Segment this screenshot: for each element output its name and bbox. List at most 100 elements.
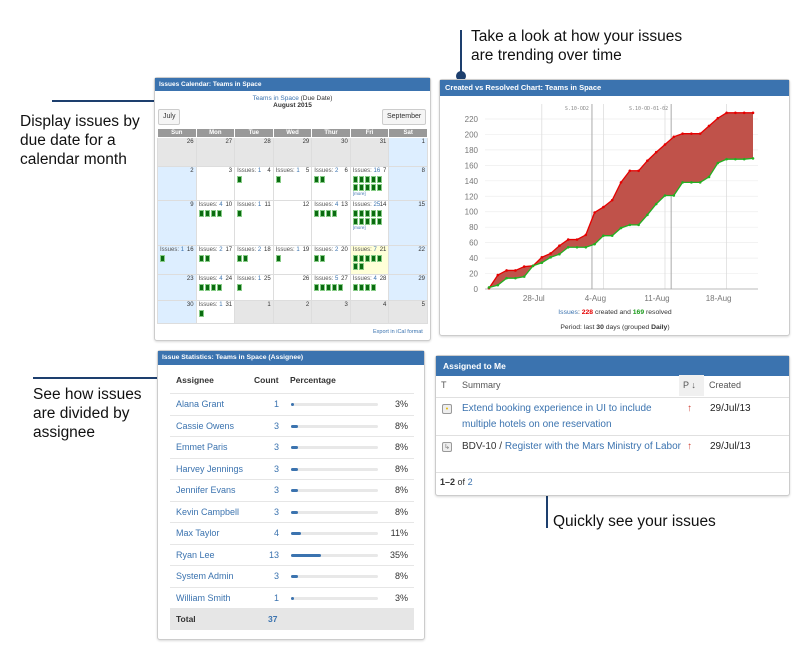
issue-marker[interactable] [314, 210, 320, 217]
issue-marker[interactable] [320, 210, 326, 217]
calendar-day[interactable]: 27 [195, 137, 236, 167]
calendar-day[interactable]: 11 Issues: 1 [234, 200, 274, 246]
calendar-day[interactable]: 21 Issues: 7 [349, 245, 390, 275]
issue-marker[interactable] [352, 284, 358, 291]
assignee-link[interactable]: Jennifer Evans [176, 485, 236, 495]
issue-marker[interactable] [370, 284, 376, 291]
more-link[interactable]: [more] [352, 225, 366, 230]
calendar-day[interactable]: 1 [388, 137, 428, 167]
col-priority[interactable]: P ↓ [679, 375, 704, 396]
count-link[interactable]: 1 [273, 399, 279, 409]
issue-marker[interactable] [364, 255, 370, 262]
issues-count-link[interactable]: 2 [219, 247, 223, 253]
issue-marker[interactable] [358, 184, 364, 191]
calendar-day[interactable]: 30 [157, 300, 197, 324]
issue-marker[interactable] [320, 284, 326, 291]
calendar-day[interactable]: 25 Issues: 1 [234, 274, 274, 301]
issue-marker[interactable] [376, 210, 382, 217]
issue-marker[interactable] [332, 210, 338, 217]
calendar-day[interactable]: 5 [388, 300, 428, 324]
issue-marker[interactable] [352, 218, 358, 225]
issues-count-link[interactable]: 4 [219, 276, 223, 282]
calendar-day[interactable]: 22 [388, 245, 428, 275]
issue-marker[interactable] [376, 218, 382, 225]
issue-marker[interactable] [358, 176, 364, 183]
issue-marker[interactable] [198, 210, 204, 217]
calendar-day[interactable]: 10 Issues: 4 [195, 200, 236, 246]
issue-key-link[interactable]: BDV-10 [462, 441, 497, 452]
issues-count-link[interactable]: 7 [373, 247, 377, 253]
calendar-day[interactable]: 5 Issues: 1 [272, 166, 313, 201]
issue-marker[interactable] [370, 255, 376, 262]
issue-marker[interactable] [370, 210, 376, 217]
issue-marker[interactable] [210, 284, 216, 291]
issue-marker[interactable] [338, 284, 344, 291]
issues-count-link[interactable]: 1 [296, 247, 300, 253]
issues-count-link[interactable]: 2 [334, 168, 339, 174]
calendar-day[interactable]: 29 [388, 274, 428, 301]
count-link[interactable]: 3 [273, 506, 279, 517]
issue-marker[interactable] [364, 184, 370, 191]
count-link[interactable]: 3 [273, 420, 279, 431]
assignee-link[interactable]: Harvey Jennings [176, 463, 244, 474]
issue-marker[interactable] [320, 176, 326, 183]
issue-marker[interactable] [364, 176, 370, 183]
issue-summary-link[interactable]: Register with the Mars Ministry of Labor [504, 441, 681, 452]
count-link[interactable]: 3 [273, 442, 279, 452]
issue-marker[interactable] [237, 210, 243, 217]
issue-marker[interactable] [198, 255, 204, 262]
issues-count-link[interactable]: 2 [257, 247, 262, 253]
issue-marker[interactable] [237, 176, 243, 183]
issues-count-link[interactable]: 16 [373, 168, 381, 174]
calendar-day[interactable]: 24 Issues: 4 [195, 274, 236, 301]
issue-marker[interactable] [364, 284, 370, 291]
col-type[interactable]: T [441, 380, 447, 390]
issue-marker[interactable] [204, 284, 210, 291]
calendar-day[interactable]: 3 [195, 166, 236, 201]
calendar-day[interactable]: 3 [311, 300, 351, 324]
col-created[interactable]: Created [709, 380, 742, 390]
calendar-day[interactable]: 4 Issues: 1 [234, 166, 274, 201]
issue-marker[interactable] [352, 210, 358, 217]
assignee-link[interactable]: System Admin [176, 571, 234, 581]
issue-marker[interactable] [358, 218, 364, 225]
calendar-day[interactable]: 31 [349, 137, 390, 167]
assignee-link[interactable]: Max Taylor [176, 528, 220, 538]
issue-marker[interactable] [358, 255, 364, 262]
assignee-link[interactable]: Emmet Paris [176, 442, 228, 452]
issue-marker[interactable] [314, 255, 320, 262]
issue-marker[interactable] [198, 310, 204, 317]
issue-marker[interactable] [198, 284, 204, 291]
issue-marker[interactable] [376, 176, 382, 183]
col-summary[interactable]: Summary [462, 380, 501, 390]
issues-link[interactable]: Issues [558, 309, 578, 316]
count-link[interactable]: 4 [273, 528, 279, 538]
issues-count-link[interactable]: 4 [373, 276, 377, 282]
issues-count-link[interactable]: 1 [257, 276, 262, 282]
issues-count-link[interactable]: 1 [296, 168, 300, 174]
issue-summary-link[interactable]: Extend booking experience in UI to inclu… [462, 403, 652, 430]
issue-marker[interactable] [358, 284, 364, 291]
export-ical-link[interactable]: Export in iCal format [373, 329, 423, 335]
calendar-day[interactable]: 19 Issues: 1 [272, 245, 313, 275]
issue-marker[interactable] [216, 284, 222, 291]
issues-count-link[interactable]: 4 [219, 202, 223, 208]
prev-month-button[interactable]: July [158, 109, 181, 125]
calendar-day[interactable]: 31 Issues: 1 [195, 300, 236, 324]
issue-marker[interactable] [326, 210, 332, 217]
calendar-day[interactable]: 30 [311, 137, 351, 167]
issue-marker[interactable] [237, 255, 243, 262]
issue-marker[interactable] [376, 255, 382, 262]
calendar-day[interactable]: 28 [234, 137, 274, 167]
issue-marker[interactable] [275, 176, 281, 183]
issue-marker[interactable] [210, 210, 216, 217]
issue-marker[interactable] [352, 184, 358, 191]
pager-total-link[interactable]: 2 [467, 477, 473, 487]
count-link[interactable]: 3 [273, 463, 279, 474]
calendar-day[interactable]: 12 [272, 200, 313, 246]
issues-count-link[interactable]: 5 [334, 276, 339, 282]
issue-marker[interactable] [370, 218, 376, 225]
issue-marker[interactable] [352, 176, 358, 183]
issue-marker[interactable] [204, 255, 210, 262]
calendar-day[interactable]: 4 [349, 300, 390, 324]
